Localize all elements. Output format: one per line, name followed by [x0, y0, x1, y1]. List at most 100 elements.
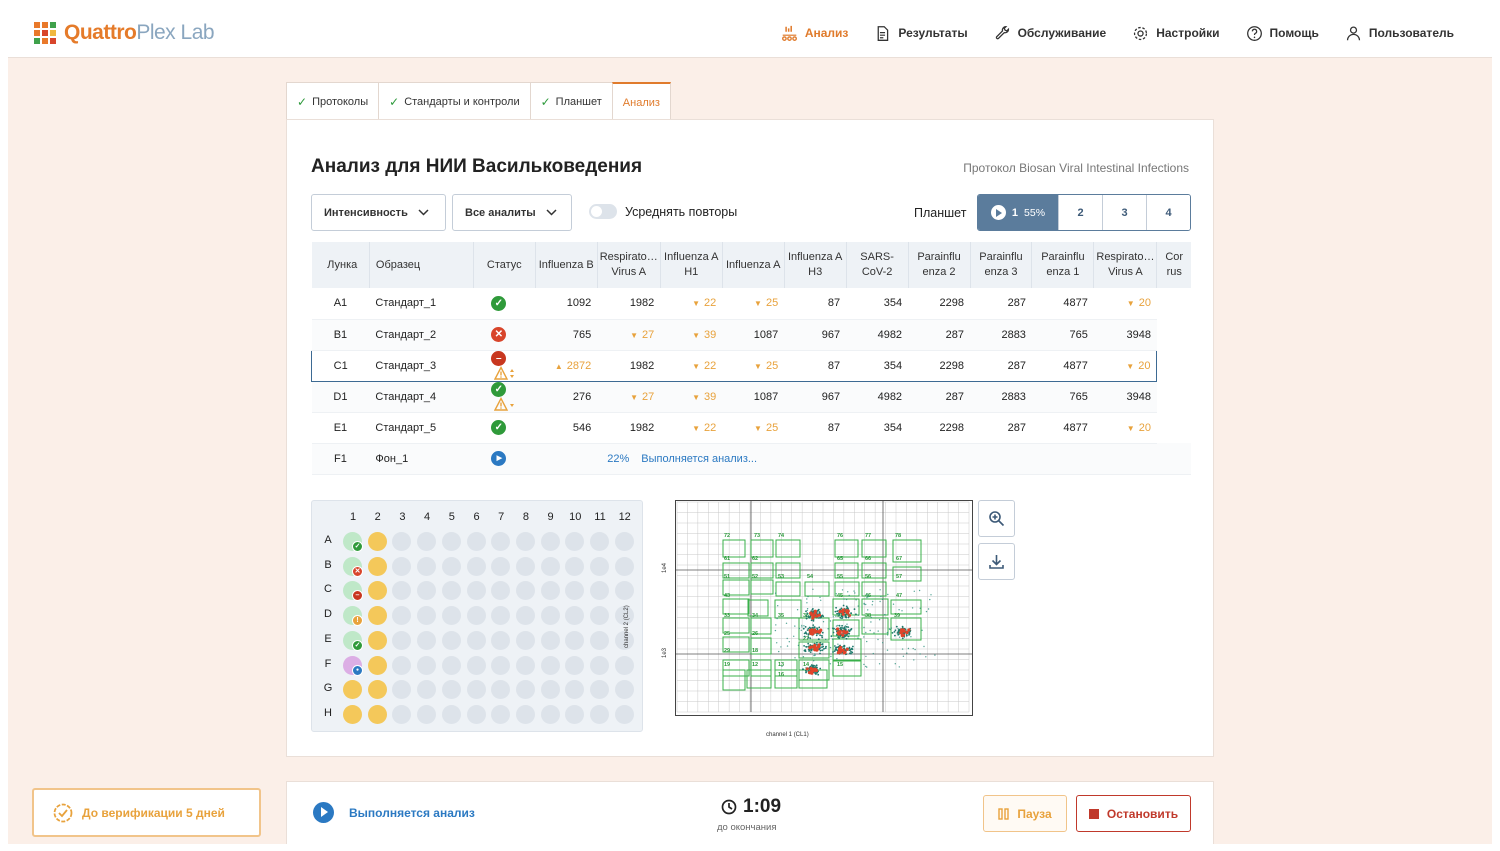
- plate-well[interactable]: [367, 556, 387, 576]
- plate-well[interactable]: [392, 630, 412, 650]
- download-button[interactable]: [978, 543, 1015, 580]
- tab-plate[interactable]: ✓ Планшет: [529, 82, 613, 120]
- column-header[interactable]: Influenza A H1: [660, 242, 723, 288]
- plate-well[interactable]: [614, 655, 634, 675]
- plate-well[interactable]: [441, 606, 461, 626]
- plate-well[interactable]: [392, 556, 412, 576]
- plate-well[interactable]: [441, 556, 461, 576]
- plate-well[interactable]: [565, 532, 585, 551]
- plate-well[interactable]: [491, 581, 511, 601]
- plate-well[interactable]: [367, 581, 387, 601]
- plate-well[interactable]: [565, 680, 585, 700]
- plate-well[interactable]: [614, 606, 634, 626]
- plate-well[interactable]: [614, 680, 634, 700]
- plate-well[interactable]: [367, 704, 387, 724]
- plate-well[interactable]: [367, 655, 387, 675]
- plate-well[interactable]: [515, 606, 535, 626]
- plate-well[interactable]: [343, 680, 362, 700]
- stop-button[interactable]: Остановить: [1076, 795, 1191, 832]
- plate-well[interactable]: [417, 606, 437, 626]
- nav-help[interactable]: Помощь: [1246, 25, 1319, 42]
- plate-well[interactable]: [590, 532, 609, 551]
- plate-well[interactable]: [441, 704, 461, 724]
- plate-well[interactable]: [614, 704, 634, 724]
- plate-well[interactable]: [515, 630, 535, 650]
- plate-well[interactable]: [441, 655, 461, 675]
- plate-well[interactable]: [540, 630, 560, 650]
- table-row[interactable]: D1 Стандарт_4 ✓ 276 ▼ 27 ▼ 39 1087 967 4982 287 2883…: [311, 381, 1192, 413]
- column-header[interactable]: Respirato… Virus A: [597, 242, 661, 288]
- plate-well[interactable]: [417, 532, 437, 551]
- column-header[interactable]: Influenza A: [722, 242, 785, 288]
- column-header[interactable]: Статус: [473, 242, 536, 288]
- tab-analysis[interactable]: Анализ: [611, 82, 671, 121]
- table-row[interactable]: E1 Стандарт_5 ✓ 546 1982 ▼ 22 ▼ 25 87 354 2298 287 48…: [311, 412, 1192, 444]
- plate-well[interactable]: [565, 606, 585, 626]
- plate-well[interactable]: [491, 532, 511, 551]
- plate-well[interactable]: [367, 680, 387, 700]
- plate-well[interactable]: [590, 630, 609, 650]
- nav-user[interactable]: Пользователь: [1345, 25, 1454, 42]
- plate-well[interactable]: [614, 556, 634, 576]
- plate-well[interactable]: [540, 532, 560, 551]
- app-logo[interactable]: QuattroPlex Lab: [34, 21, 215, 45]
- plate-well[interactable]: [540, 704, 560, 724]
- plate-2-button[interactable]: 2: [1058, 195, 1102, 230]
- plate-well[interactable]: [491, 655, 511, 675]
- plate-well[interactable]: [590, 606, 609, 626]
- plate-well[interactable]: [392, 606, 412, 626]
- column-header[interactable]: Образец: [369, 242, 474, 288]
- plate-well[interactable]: [590, 655, 609, 675]
- plate-well[interactable]: [515, 680, 535, 700]
- plate-well[interactable]: [515, 655, 535, 675]
- nav-settings[interactable]: Настройки: [1132, 25, 1220, 42]
- plate-well[interactable]: [540, 556, 560, 576]
- plate-well[interactable]: [392, 532, 412, 551]
- column-header[interactable]: Parainflu enza 1: [1031, 242, 1095, 288]
- plate-well[interactable]: [392, 704, 412, 724]
- plate-well[interactable]: [540, 581, 560, 601]
- plate-well[interactable]: [565, 655, 585, 675]
- plate-well[interactable]: [441, 680, 461, 700]
- plate-well[interactable]: [367, 606, 387, 626]
- zoom-button[interactable]: [978, 500, 1015, 537]
- plate-well[interactable]: [441, 532, 461, 551]
- plate-3-button[interactable]: 3: [1102, 195, 1146, 230]
- plate-well[interactable]: [590, 704, 609, 724]
- plate-well[interactable]: [466, 556, 486, 576]
- verification-notice[interactable]: До верификации 5 дней: [32, 788, 261, 837]
- column-header[interactable]: Parainflu enza 3: [970, 242, 1033, 288]
- plate-well[interactable]: [491, 680, 511, 700]
- plate-well[interactable]: [540, 655, 560, 675]
- plate-well[interactable]: [540, 680, 560, 700]
- plate-well[interactable]: [466, 532, 486, 551]
- plate-well[interactable]: [466, 606, 486, 626]
- plate-well[interactable]: [466, 704, 486, 724]
- plate-well[interactable]: [614, 581, 634, 601]
- table-row[interactable]: C1 Стандарт_3– ▲ 2872 1982 ▼ 22 ▼ 25 87 354 2298 287…: [311, 349, 1192, 382]
- plate-1-button[interactable]: 1 55%: [978, 195, 1058, 230]
- column-header[interactable]: Respirato… Virus A: [1093, 242, 1158, 288]
- table-row[interactable]: A1 Стандарт_1 ✓ 1092 1982 ▼ 22 ▼ 25 87 354 2298 287 4…: [311, 288, 1192, 320]
- plate-well[interactable]: [367, 630, 387, 650]
- nav-analysis[interactable]: Анализ: [781, 25, 848, 42]
- plate-well[interactable]: [367, 532, 387, 551]
- plate-well[interactable]: [417, 680, 437, 700]
- plate-well[interactable]: [515, 532, 535, 551]
- plate-well[interactable]: [417, 704, 437, 724]
- column-header[interactable]: Parainflu enza 2: [908, 242, 971, 288]
- plate-well[interactable]: [441, 581, 461, 601]
- plate-well[interactable]: [540, 606, 560, 626]
- nav-results[interactable]: Результаты: [874, 25, 968, 42]
- plate-well[interactable]: [491, 630, 511, 650]
- pause-button[interactable]: Пауза: [983, 795, 1067, 832]
- plate-well[interactable]: [565, 630, 585, 650]
- plate-well[interactable]: [491, 606, 511, 626]
- plate-well[interactable]: [590, 581, 609, 601]
- plate-well[interactable]: [614, 532, 634, 551]
- plate-well[interactable]: [565, 556, 585, 576]
- plate-well[interactable]: [614, 630, 634, 650]
- plate-well[interactable]: [417, 581, 437, 601]
- average-toggle[interactable]: [589, 204, 617, 219]
- plate-well[interactable]: [590, 556, 609, 576]
